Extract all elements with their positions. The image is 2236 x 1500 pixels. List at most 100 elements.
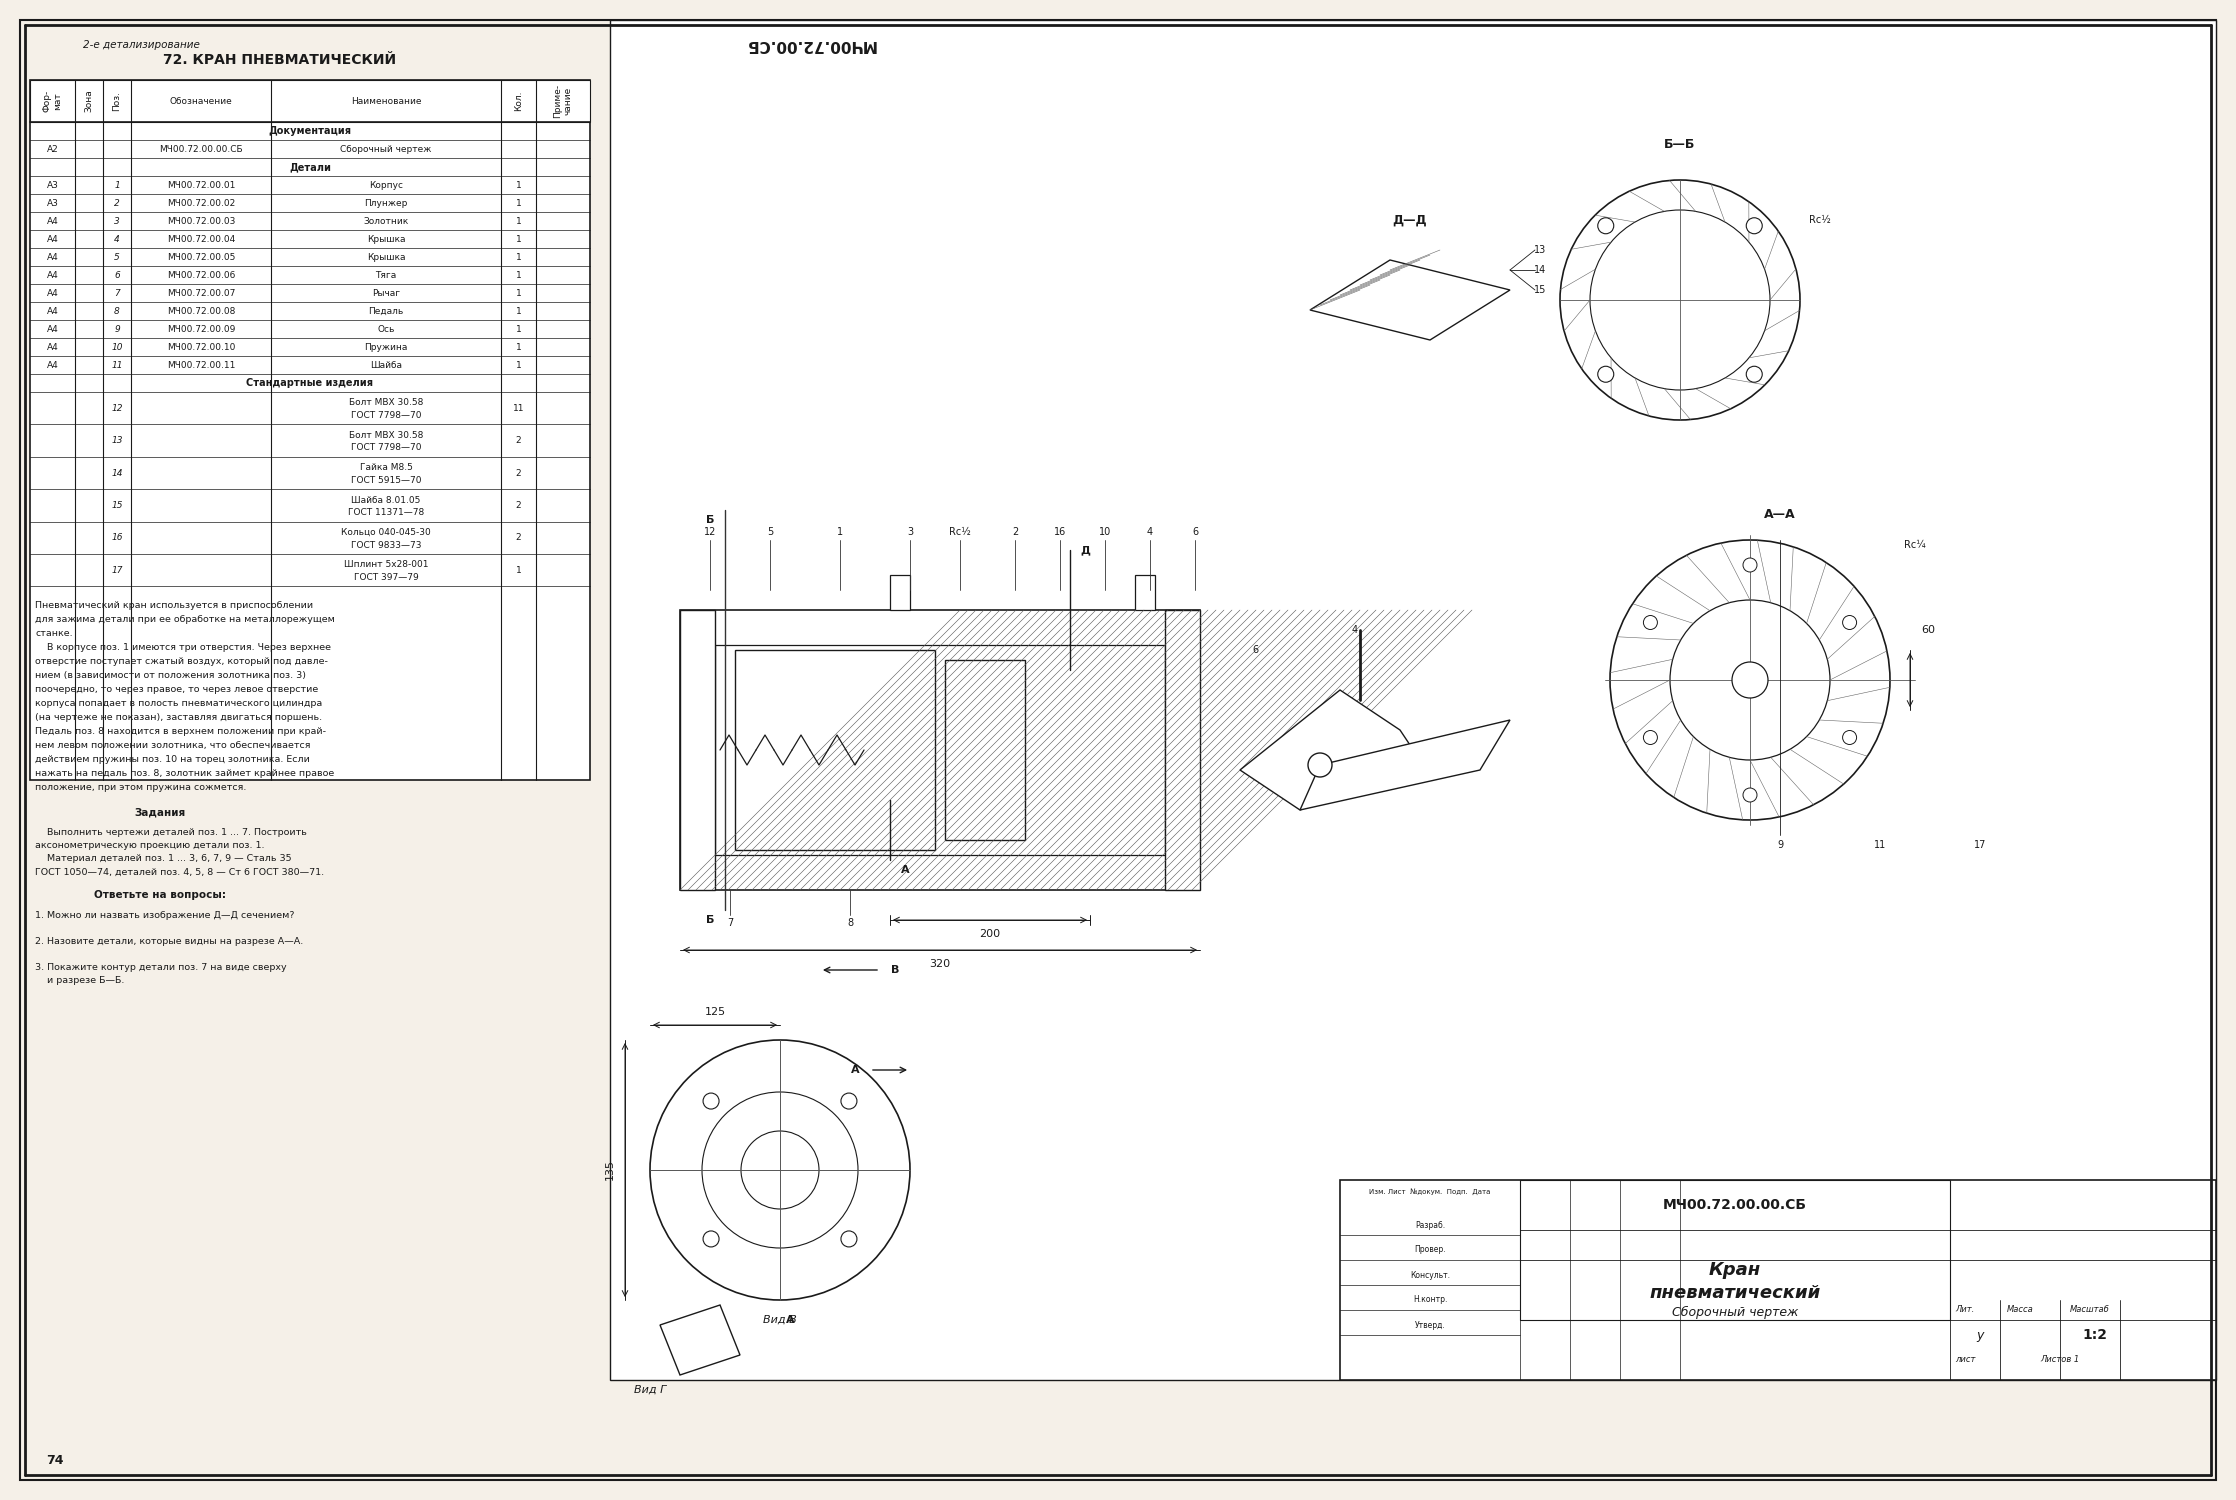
Text: Изм. Лист  №докум.  Подп.  Дата: Изм. Лист №докум. Подп. Дата: [1368, 1188, 1491, 1196]
Text: Задания: Задания: [134, 807, 186, 818]
Text: Кол.: Кол.: [514, 90, 523, 111]
Text: 12: 12: [704, 526, 716, 537]
Text: Б: Б: [707, 514, 713, 525]
Text: В: В: [890, 964, 899, 975]
Text: А4: А4: [47, 342, 58, 351]
Text: 8: 8: [847, 918, 854, 928]
Text: МЧ00.72.00.04: МЧ00.72.00.04: [168, 234, 235, 243]
Text: 12: 12: [112, 404, 123, 412]
Text: А4: А4: [47, 216, 58, 225]
Bar: [946, 660, 1024, 840]
Text: поочередно, то через правое, то через левое отверстие: поочередно, то через правое, то через ле…: [36, 686, 318, 694]
Text: Болт МВХ 30.58: Болт МВХ 30.58: [349, 399, 423, 408]
Text: МЧ00.72.00.03: МЧ00.72.00.03: [168, 216, 235, 225]
Bar: [29, 80, 590, 780]
Text: 1: 1: [517, 270, 521, 279]
Text: 1: 1: [836, 526, 843, 537]
Circle shape: [841, 1232, 856, 1246]
Text: 1: 1: [517, 324, 521, 333]
Text: 11: 11: [112, 360, 123, 369]
Text: 2-е детализирование: 2-е детализирование: [83, 40, 199, 50]
Text: 2: 2: [1013, 526, 1017, 537]
Text: Педаль поз. 8 находится в верхнем положении при край-: Педаль поз. 8 находится в верхнем положе…: [36, 728, 326, 736]
Circle shape: [702, 1232, 720, 1246]
Text: Д: Д: [1080, 544, 1089, 555]
Text: А4: А4: [47, 360, 58, 369]
Circle shape: [1842, 615, 1856, 630]
Text: 8: 8: [114, 306, 121, 315]
Text: Документация: Документация: [268, 126, 351, 136]
Circle shape: [1590, 210, 1771, 390]
Text: ГОСТ 7798—70: ГОСТ 7798—70: [351, 444, 420, 453]
Text: 4: 4: [1147, 526, 1154, 537]
Text: Rc¼: Rc¼: [1905, 540, 1925, 550]
Text: 6: 6: [114, 270, 121, 279]
Text: ГОСТ 5915—70: ГОСТ 5915—70: [351, 476, 420, 484]
Circle shape: [1643, 615, 1657, 630]
Text: 3: 3: [114, 216, 121, 225]
Bar: [29, 80, 590, 122]
Text: 1:2: 1:2: [2082, 1328, 2109, 1342]
Text: Листов 1: Листов 1: [2041, 1356, 2079, 1365]
Text: 14: 14: [1534, 266, 1545, 274]
Text: Наименование: Наименование: [351, 96, 420, 105]
Bar: [1136, 574, 1156, 610]
Text: А: А: [785, 1316, 794, 1324]
Text: Шайба: Шайба: [369, 360, 402, 369]
Text: 1: 1: [517, 180, 521, 189]
Circle shape: [1643, 730, 1657, 744]
Text: Педаль: Педаль: [369, 306, 405, 315]
Circle shape: [1746, 217, 1762, 234]
Polygon shape: [1299, 720, 1509, 810]
Text: 6: 6: [1192, 526, 1198, 537]
Text: ГОСТ 7798—70: ГОСТ 7798—70: [351, 411, 420, 420]
Text: Вид Г: Вид Г: [633, 1384, 666, 1395]
Text: нем левом положении золотника, что обеспечивается: нем левом положении золотника, что обесп…: [36, 741, 311, 750]
Text: пневматический: пневматический: [1650, 1284, 1820, 1302]
Text: Золотник: Золотник: [364, 216, 409, 225]
Text: Поз.: Поз.: [112, 92, 121, 111]
Text: Провер.: Провер.: [1413, 1245, 1447, 1254]
Text: Плунжер: Плунжер: [364, 198, 407, 207]
Text: Приме-
чание: Приме- чание: [552, 84, 572, 118]
Text: 13: 13: [112, 436, 123, 445]
Text: действием пружины поз. 10 на торец золотника. Если: действием пружины поз. 10 на торец золот…: [36, 756, 311, 765]
Text: положение, при этом пружина сожмется.: положение, при этом пружина сожмется.: [36, 783, 246, 792]
Circle shape: [1670, 600, 1829, 760]
Text: 3. Покажите контур детали поз. 7 на виде сверху: 3. Покажите контур детали поз. 7 на виде…: [36, 963, 286, 972]
Circle shape: [1610, 540, 1889, 820]
Text: МЧ00.72.00.10: МЧ00.72.00.10: [168, 342, 235, 351]
Text: Пружина: Пружина: [364, 342, 407, 351]
Text: МЧ00.72.00.02: МЧ00.72.00.02: [168, 198, 235, 207]
Text: 72. КРАН ПНЕВМАТИЧЕСКИЙ: 72. КРАН ПНЕВМАТИЧЕСКИЙ: [163, 53, 396, 68]
Text: Кольцо 040-045-30: Кольцо 040-045-30: [342, 528, 432, 537]
Text: Кран: Кран: [1708, 1262, 1762, 1280]
Text: 125: 125: [704, 1007, 724, 1017]
Text: 11: 11: [1874, 840, 1887, 850]
Bar: [1339, 1180, 2216, 1380]
Text: А: А: [901, 865, 910, 874]
Text: 320: 320: [930, 958, 950, 969]
Text: Крышка: Крышка: [367, 252, 405, 261]
Text: Д—Д: Д—Д: [1393, 213, 1427, 226]
Text: Обозначение: Обозначение: [170, 96, 233, 105]
Text: 2: 2: [517, 468, 521, 477]
Text: Масштаб: Масштаб: [2071, 1305, 2111, 1314]
Text: 74: 74: [47, 1454, 65, 1467]
Text: Крышка: Крышка: [367, 234, 405, 243]
Text: отверстие поступает сжатый воздух, который под давле-: отверстие поступает сжатый воздух, котор…: [36, 657, 329, 666]
Circle shape: [1561, 180, 1800, 420]
Text: Rc½: Rc½: [1809, 214, 1831, 225]
Text: 17: 17: [112, 566, 123, 574]
Text: лист: лист: [1954, 1356, 1974, 1365]
Circle shape: [1842, 730, 1856, 744]
Text: 6: 6: [1252, 645, 1259, 656]
Bar: [680, 610, 716, 890]
Text: Утверд.: Утверд.: [1415, 1320, 1444, 1329]
Text: 16: 16: [1053, 526, 1067, 537]
Text: МЧ00.72.00.01: МЧ00.72.00.01: [168, 180, 235, 189]
Text: А4: А4: [47, 252, 58, 261]
Polygon shape: [1310, 260, 1509, 340]
Text: Н.контр.: Н.контр.: [1413, 1296, 1447, 1305]
Text: 2. Назовите детали, которые видны на разрезе А—А.: 2. Назовите детали, которые видны на раз…: [36, 938, 304, 946]
